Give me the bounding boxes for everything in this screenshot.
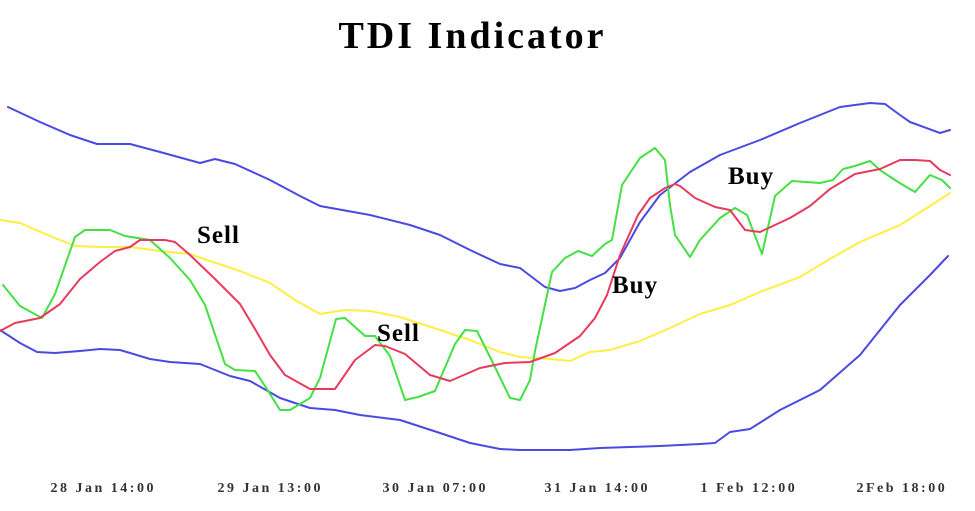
x-tick-label: 1 Feb 12:00 bbox=[700, 481, 798, 496]
x-tick-label: 31 Jan 14:00 bbox=[544, 481, 650, 496]
series-lower-band bbox=[0, 255, 949, 451]
series-layer bbox=[0, 102, 951, 451]
annotation-sell-1: Sell bbox=[197, 222, 240, 249]
series-rsi-price-line bbox=[2, 147, 951, 411]
series-upper-band bbox=[7, 102, 951, 292]
annotation-buy-1: Buy bbox=[612, 272, 659, 299]
x-tick-label: 2Feb 18:00 bbox=[856, 481, 948, 496]
x-tick-label: 28 Jan 14:00 bbox=[50, 481, 156, 496]
x-tick-label: 30 Jan 07:00 bbox=[382, 481, 488, 496]
series-trade-signal-line bbox=[0, 159, 951, 390]
chart-title: TDI Indicator bbox=[338, 15, 607, 57]
annotation-buy-2: Buy bbox=[728, 163, 775, 190]
annotation-sell-2: Sell bbox=[377, 320, 420, 347]
series-market-base-line bbox=[0, 192, 951, 362]
x-tick-label: 29 Jan 13:00 bbox=[217, 481, 323, 496]
